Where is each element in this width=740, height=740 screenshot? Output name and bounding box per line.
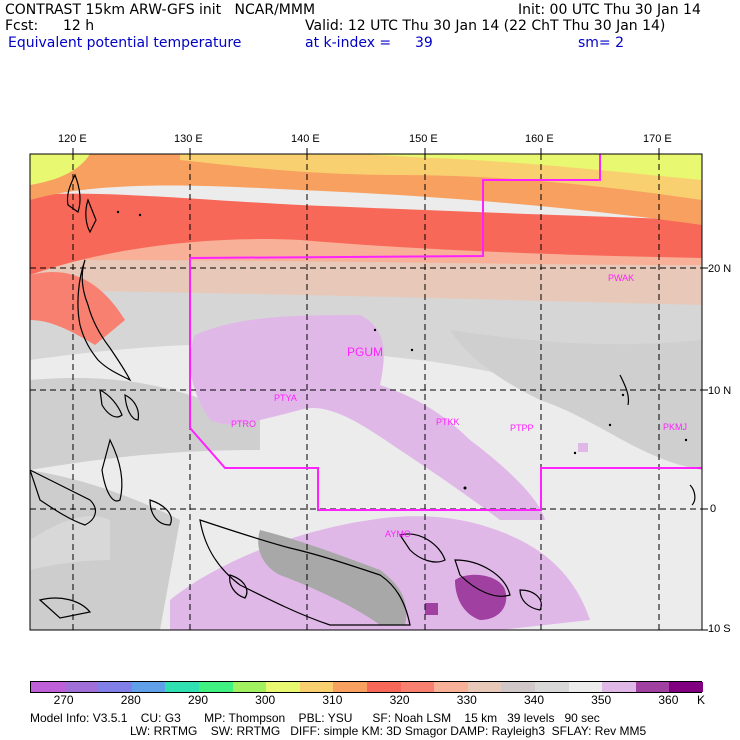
colorbar-tick-label: 350 bbox=[591, 693, 612, 707]
colorbar-tick-label: 360 bbox=[658, 693, 679, 707]
colorbar bbox=[30, 681, 704, 693]
colorbar-swatch bbox=[501, 682, 536, 692]
smoothing-label: sm= 2 bbox=[578, 35, 625, 51]
lon-label-120: 120 E bbox=[58, 133, 87, 145]
colorbar-tick-label: 290 bbox=[187, 693, 209, 707]
model-info-line1: Model Info: V3.5.1 CU: G3 MP: Thompson P… bbox=[30, 711, 600, 725]
level-label: at k-index = bbox=[305, 35, 392, 51]
map-frame bbox=[29, 153, 703, 631]
colorbar-swatch bbox=[98, 682, 133, 692]
colorbar-tick-label: 310 bbox=[322, 693, 343, 707]
colorbar-swatch bbox=[367, 682, 402, 692]
station-labels: PWAK PGUM PTYA PTRO PTKK PTPP PKMJ AYMO bbox=[231, 273, 687, 539]
colorbar-swatch bbox=[434, 682, 469, 692]
lon-label-140: 140 E bbox=[291, 133, 320, 145]
model-info-line2: LW: RRTMG SW: RRTMG DIFF: simple KM: 3D … bbox=[30, 724, 647, 738]
colorbar-tick-label: 340 bbox=[523, 693, 545, 707]
colorbar-swatch bbox=[669, 682, 704, 692]
colorbar-swatch bbox=[299, 682, 334, 692]
init-time: Init: 00 UTC Thu 30 Jan 14 bbox=[518, 2, 701, 18]
colorbar-swatch bbox=[467, 682, 502, 692]
lon-label-130: 130 E bbox=[174, 133, 203, 145]
colorbar-swatch bbox=[165, 682, 200, 692]
forecast-label: Fcst: bbox=[5, 18, 39, 34]
colorbar-swatch bbox=[635, 682, 670, 692]
boundary-line bbox=[189, 154, 702, 511]
station-ptya: PTYA bbox=[274, 393, 297, 403]
field-name: Equivalent potential temperature bbox=[8, 35, 242, 51]
colorbar-swatch bbox=[131, 682, 166, 692]
colorbar-swatch bbox=[232, 682, 267, 692]
colorbar-swatch bbox=[602, 682, 637, 692]
station-pwak: PWAK bbox=[608, 273, 634, 283]
model-title: CONTRAST 15km ARW-GFS init NCAR/MMM bbox=[5, 2, 316, 18]
colorbar-swatch bbox=[535, 682, 570, 692]
colorbar-unit: K bbox=[697, 693, 706, 707]
valid-time: Valid: 12 UTC Thu 30 Jan 14 (22 ChT Thu … bbox=[305, 18, 666, 34]
lat-label-20n: 20 N bbox=[708, 263, 732, 275]
level-value: 39 bbox=[415, 35, 433, 51]
lon-label-150: 150 E bbox=[409, 133, 438, 145]
lat-label-10s: 10 S bbox=[708, 623, 731, 635]
lat-label-equator: 0 bbox=[710, 503, 717, 515]
lat-label-10n: 10 N bbox=[708, 385, 732, 397]
lon-label-170: 170 E bbox=[643, 133, 672, 145]
forecast-hour: 12 h bbox=[63, 18, 95, 34]
station-ptpp: PTPP bbox=[510, 423, 534, 433]
colorbar-swatch bbox=[199, 682, 234, 692]
station-pkmj: PKMJ bbox=[663, 422, 687, 432]
station-ptro: PTRO bbox=[231, 419, 256, 429]
lon-label-160: 160 E bbox=[525, 133, 554, 145]
colorbar-swatch bbox=[64, 682, 99, 692]
colorbar-tick-label: 300 bbox=[255, 693, 276, 707]
axis-ticks bbox=[72, 148, 708, 631]
colorbar-swatch bbox=[31, 682, 66, 692]
colorbar-tick-label: 330 bbox=[456, 693, 477, 707]
small-islands bbox=[116, 210, 688, 490]
station-pgum: PGUM bbox=[347, 345, 383, 359]
colorbar-swatch bbox=[266, 682, 301, 692]
station-aymo: AYMO bbox=[385, 529, 411, 539]
station-ptkk: PTKK bbox=[436, 417, 460, 427]
colorbar-tick-label: 270 bbox=[53, 693, 74, 707]
theta-e-field bbox=[30, 154, 702, 630]
colorbar-tick-label: 280 bbox=[120, 693, 141, 707]
colorbar-tick-label: 320 bbox=[389, 693, 410, 707]
colorbar-swatch bbox=[568, 682, 603, 692]
colorbar-swatch bbox=[400, 682, 435, 692]
coastlines bbox=[30, 173, 696, 626]
colorbar-swatch bbox=[333, 682, 368, 692]
